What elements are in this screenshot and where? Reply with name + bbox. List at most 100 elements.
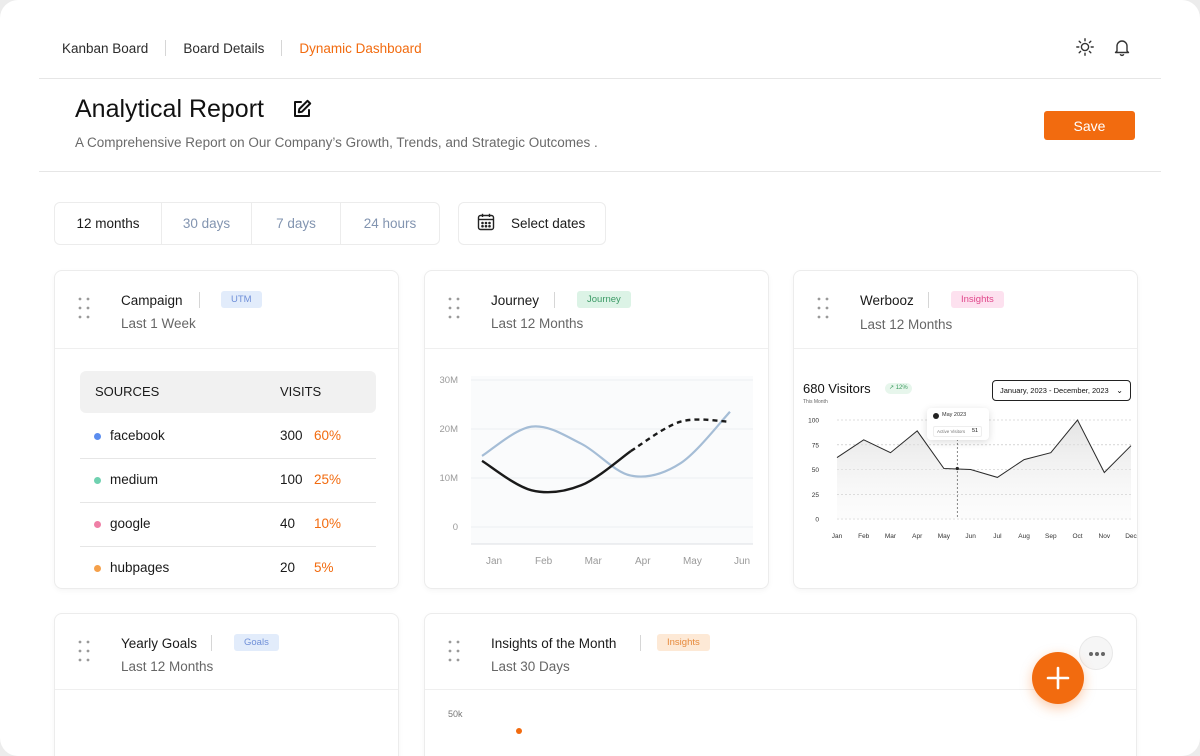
- range-12-months[interactable]: 12 months: [55, 203, 162, 244]
- y-tick-label: 20M: [440, 424, 459, 435]
- select-dates-label: Select dates: [511, 216, 586, 231]
- top-navigation: Kanban Board Board Details Dynamic Dashb…: [62, 38, 422, 58]
- x-tick-label: Jan: [486, 556, 502, 567]
- nav-dynamic-dashboard[interactable]: Dynamic Dashboard: [299, 40, 422, 56]
- range-24-hours[interactable]: 24 hours: [363, 216, 417, 231]
- werbooz-card: Werbooz Insights Last 12 Months 680 Visi…: [793, 270, 1138, 589]
- title-separator: [211, 635, 212, 651]
- trend-up-icon: ↗: [889, 385, 895, 391]
- campaign-card: Campaign UTM Last 1 Week SOURCES VISITS …: [54, 270, 399, 589]
- card-title: Insights of the Month: [491, 636, 617, 651]
- calendar-icon: [476, 212, 496, 235]
- date-range-value: January, 2023 - December, 2023: [1000, 386, 1109, 395]
- visits-value: 100: [280, 472, 303, 487]
- table-row: hubpages 20 5%: [80, 547, 376, 588]
- insights-of-the-month-card: Insights of the Month Insights Last 30 D…: [424, 613, 1137, 756]
- x-tick-label: Sep: [1045, 533, 1057, 540]
- nav-kanban-board[interactable]: Kanban Board: [62, 40, 149, 56]
- x-tick-label: May: [683, 556, 702, 567]
- data-point: [516, 728, 522, 734]
- x-tick-label: Jan: [832, 533, 843, 540]
- source-dot: [94, 433, 101, 440]
- x-tick-label: Apr: [912, 533, 923, 540]
- sun-icon[interactable]: [1075, 37, 1095, 57]
- tooltip-label: Active Visitors: [937, 429, 966, 434]
- time-range-selector: 12 months 30 days 7 days 24 hours: [54, 202, 440, 245]
- card-badge: Insights: [951, 291, 1004, 308]
- add-button[interactable]: [1032, 652, 1084, 704]
- y-tick-label: 10M: [440, 473, 459, 484]
- date-range-dropdown[interactable]: January, 2023 - December, 2023 ⌄: [992, 380, 1131, 401]
- this-month-label: This Month: [803, 399, 828, 405]
- visits-percent: 25%: [314, 472, 342, 487]
- trend-badge: ↗ 12%: [885, 383, 912, 394]
- card-subtitle: Last 30 Days: [491, 659, 570, 674]
- drag-handle-icon[interactable]: [77, 640, 91, 662]
- drag-handle-icon[interactable]: [77, 297, 91, 319]
- more-options-button[interactable]: [1079, 636, 1113, 670]
- x-tick-label: Dec: [1125, 533, 1137, 540]
- title-separator: [640, 635, 641, 651]
- x-tick-label: Oct: [1072, 533, 1082, 540]
- chevron-down-icon: ⌄: [1116, 386, 1123, 395]
- divider: [39, 78, 1161, 79]
- x-tick-label: Nov: [1099, 533, 1111, 540]
- card-subtitle: Last 12 Months: [121, 659, 214, 674]
- column-header-visits: VISITS: [280, 384, 322, 399]
- title-separator: [554, 292, 555, 308]
- x-tick-label: Jun: [734, 556, 750, 567]
- journey-line-chart: 0 10M 20M 30M Jan Feb Mar Apr May Jun: [440, 375, 753, 567]
- save-button[interactable]: Save: [1044, 111, 1135, 140]
- range-7-days[interactable]: 7 days: [252, 203, 341, 244]
- x-tick-label: Apr: [635, 556, 651, 567]
- tooltip-month: May 2023: [942, 412, 967, 418]
- card-title: Werbooz: [860, 293, 914, 308]
- chart-tooltip: May 2023 Active Visitors 51: [927, 408, 989, 440]
- card-badge: Journey: [577, 291, 631, 308]
- bell-icon[interactable]: [1112, 37, 1132, 57]
- card-subtitle: Last 12 Months: [860, 317, 953, 332]
- top-icons: [1075, 37, 1132, 57]
- y-tick-label: 0: [453, 522, 458, 533]
- nav-separator: [281, 40, 283, 56]
- tooltip-value: 51: [972, 428, 979, 434]
- range-30-days[interactable]: 30 days: [162, 203, 252, 244]
- table-header: SOURCES VISITS: [80, 371, 376, 413]
- title-separator: [928, 292, 929, 308]
- visits-percent: 10%: [314, 516, 342, 531]
- card-divider: [794, 348, 1137, 349]
- trend-value: 12%: [895, 385, 908, 391]
- nav-separator: [165, 40, 167, 56]
- card-title: Journey: [491, 293, 540, 308]
- x-tick-label: Jul: [993, 533, 1002, 540]
- visits-value: 300: [280, 428, 303, 443]
- x-tick-label: Mar: [885, 533, 897, 540]
- drag-handle-icon[interactable]: [816, 297, 830, 319]
- y-tick-label: 25: [812, 492, 820, 499]
- x-tick-label: Feb: [858, 533, 870, 540]
- card-subtitle: Last 12 Months: [491, 316, 584, 331]
- visitors-area-chart: 0 25 50 75 100 Jan Feb Mar Apr May Jun Jul Aug Sep Oct…: [808, 418, 1137, 541]
- nav-board-details[interactable]: Board Details: [183, 40, 265, 56]
- card-title: Campaign: [121, 293, 183, 308]
- visits-percent: 5%: [314, 560, 334, 575]
- hover-point: [955, 466, 959, 471]
- card-subtitle: Last 1 Week: [121, 316, 196, 331]
- source-name: google: [110, 516, 151, 531]
- source-name: hubpages: [110, 560, 170, 575]
- edit-icon[interactable]: [291, 98, 313, 120]
- journey-card: Journey Journey Last 12 Months 0 10M 20M 30…: [424, 270, 769, 589]
- select-dates-button[interactable]: Select dates: [458, 202, 606, 245]
- column-header-sources: SOURCES: [95, 384, 160, 399]
- series-line: [481, 450, 632, 494]
- drag-handle-icon[interactable]: [447, 297, 461, 319]
- page-title: Analytical Report: [75, 95, 264, 123]
- plot-area: [471, 376, 753, 544]
- drag-handle-icon[interactable]: [447, 640, 461, 662]
- x-tick-label: Aug: [1018, 533, 1030, 540]
- source-dot: [94, 565, 101, 572]
- card-badge: Goals: [234, 634, 279, 651]
- card-title: Yearly Goals: [121, 636, 198, 651]
- visits-percent: 60%: [314, 428, 342, 443]
